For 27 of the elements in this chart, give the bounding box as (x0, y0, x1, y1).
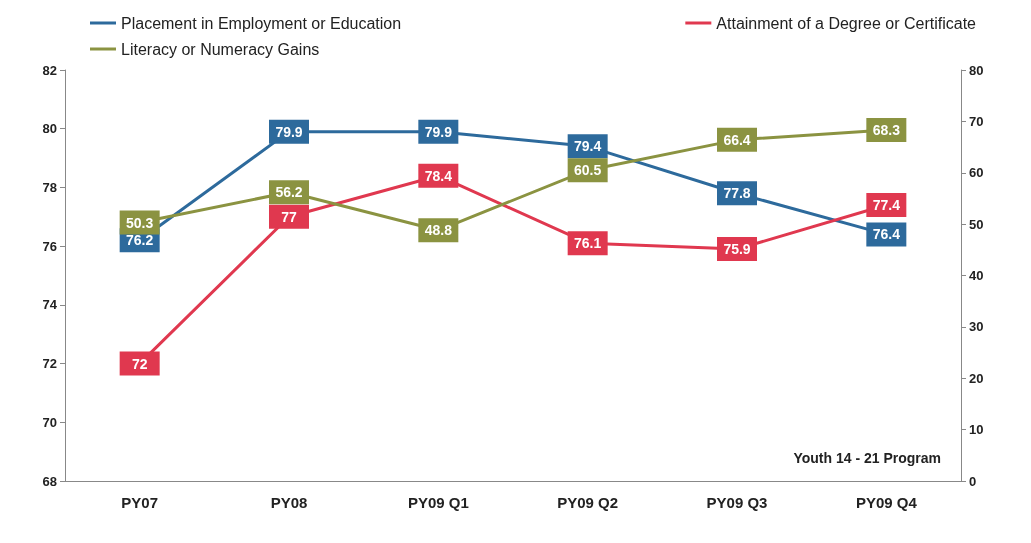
y-tick-label: 82 (42, 62, 57, 78)
y-tick-label: 76 (42, 238, 57, 254)
legend-label: Attainment of a Degree or Certificate (716, 14, 977, 32)
y-tick-label: 78 (42, 179, 57, 195)
legend-label: Literacy or Numeracy Gains (121, 40, 320, 58)
x-tick-label: PY09 Q4 (855, 494, 918, 511)
y2-tick-label: 80 (969, 62, 984, 78)
y2-tick-label: 10 (969, 422, 984, 438)
y2-tick-label: 20 (969, 370, 984, 386)
x-tick-label: PY07 (121, 494, 159, 511)
y-tick-label: 80 (42, 121, 57, 137)
legend-label: Placement in Employment or Education (121, 14, 402, 32)
y-tick-label: 72 (42, 356, 57, 372)
y-tick-label: 74 (42, 297, 58, 313)
y2-tick-label: 0 (969, 473, 977, 489)
y2-tick-label: 60 (969, 165, 984, 181)
y-tick-label: 68 (42, 473, 57, 489)
x-tick-label: PY09 Q1 (407, 494, 469, 511)
x-tick-label: PY09 Q3 (706, 494, 768, 511)
y2-tick-label: 40 (969, 268, 984, 283)
x-tick-label: PY09 Q2 (557, 494, 619, 511)
x-tick-label: PY08 (270, 494, 308, 511)
y2-tick-label: 70 (969, 113, 984, 129)
annotation: Youth 14 - 21 Program (793, 450, 942, 466)
y2-tick-label: 50 (969, 216, 984, 232)
y2-tick-label: 30 (969, 319, 984, 335)
y-tick-label: 70 (42, 414, 57, 430)
